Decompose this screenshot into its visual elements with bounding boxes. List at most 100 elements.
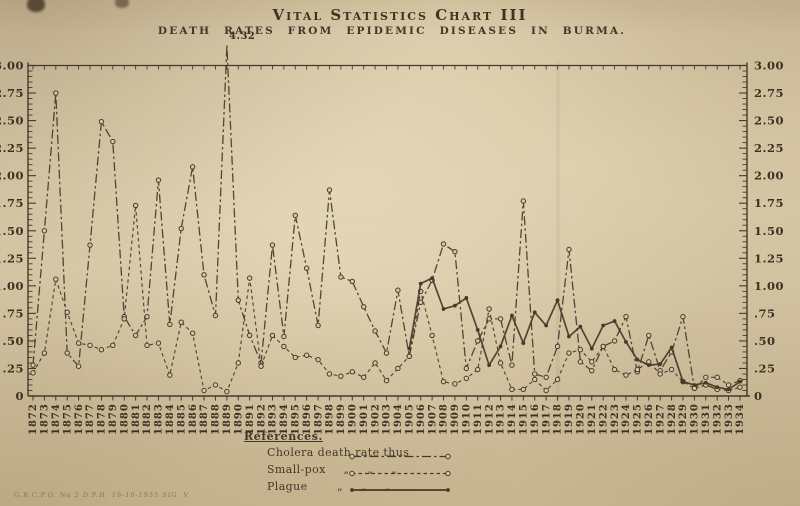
plague-data-point	[658, 362, 663, 366]
x-axis-year-label: 1887	[199, 403, 210, 435]
x-axis-year-label: 1928	[667, 403, 678, 435]
cholera-data-point	[520, 198, 527, 204]
x-axis-year-label: 1889	[222, 403, 233, 435]
x-axis-year-label: 1926	[644, 403, 655, 435]
x-axis-year-label: 1917	[541, 403, 552, 435]
small-pox-data-point	[64, 309, 70, 315]
cholera-data-point	[680, 313, 686, 320]
plague-series-line	[408, 276, 741, 391]
plague-data-point	[453, 303, 457, 308]
paper-smudge	[27, 0, 45, 12]
cholera-data-point	[75, 363, 82, 369]
small-pox-data-point	[53, 276, 59, 282]
legend-sample-marker-plague	[350, 488, 354, 492]
small-pox-data-point	[497, 360, 504, 366]
chart-title: Vital Statistics Chart III	[272, 6, 528, 24]
x-axis-year-label: 1924	[621, 403, 632, 435]
cholera-data-point	[383, 350, 390, 356]
y-axis-label-left: .50	[2, 334, 24, 348]
y-axis-label-right: 2.25	[754, 141, 784, 155]
small-pox-data-point	[383, 377, 390, 384]
x-axis-year-label: 1876	[74, 403, 85, 435]
cholera-data-point	[589, 367, 595, 374]
cholera-data-point	[292, 212, 298, 219]
small-pox-data-point	[201, 387, 207, 394]
small-pox-data-point	[110, 342, 116, 349]
y-axis-label-right: 1.25	[754, 251, 784, 265]
x-axis-year-label: 1872	[28, 403, 39, 435]
small-pox-data-point	[155, 340, 162, 346]
y-axis-label-right: .25	[754, 361, 776, 375]
x-axis-year-label: 1883	[154, 403, 165, 435]
y-axis-label-left: 1.25	[0, 251, 24, 265]
y-axis-label-right: .50	[754, 334, 776, 348]
print-reference-code: G.B.C.P.O. No 2 D.P.H. 19-10-1935 SIG. V	[13, 491, 190, 499]
x-axis-year-label: 1886	[188, 403, 199, 435]
x-axis-year-label: 1878	[97, 403, 108, 435]
x-axis-year-label: 1906	[416, 403, 427, 435]
small-pox-data-point	[623, 372, 629, 378]
cholera-data-point	[87, 242, 93, 248]
cholera-data-point	[440, 241, 447, 247]
cholera-data-point	[577, 359, 584, 365]
plague-data-point	[441, 307, 446, 311]
plague-data-point	[635, 357, 640, 362]
x-axis-year-label: 1911	[473, 403, 484, 435]
small-pox-data-point	[486, 306, 492, 312]
cholera-data-point	[235, 297, 241, 303]
cholera-data-point	[497, 316, 504, 322]
small-pox-data-point	[577, 347, 584, 353]
y-axis-label-left: 2.25	[0, 141, 24, 155]
x-axis-year-label: 1902	[370, 403, 381, 435]
y-axis-label-right: 1.00	[754, 279, 784, 293]
x-axis-year-label: 1884	[165, 403, 176, 435]
x-axis-year-label: 1881	[131, 403, 142, 435]
small-pox-data-point	[144, 342, 150, 349]
x-axis-year-label: 1922	[598, 403, 609, 435]
x-axis-year-label: 1894	[279, 403, 290, 435]
cholera-data-point	[532, 371, 538, 377]
plague-data-point	[646, 363, 651, 368]
small-pox-data-point	[475, 366, 481, 373]
small-pox-data-point	[372, 360, 378, 366]
small-pox-data-point	[463, 375, 470, 382]
x-axis-year-label: 1907	[427, 403, 438, 435]
cholera-data-point	[737, 384, 743, 390]
plague-data-point	[555, 298, 560, 303]
x-axis-year-label: 1910	[462, 403, 473, 435]
small-pox-data-point	[440, 378, 447, 385]
x-axis-year-label: 1920	[576, 403, 587, 435]
small-pox-data-point	[326, 371, 333, 377]
small-pox-data-point	[224, 388, 230, 395]
cholera-data-point	[452, 248, 458, 255]
y-axis-label-left: 1.50	[0, 224, 24, 238]
small-pox-data-point	[703, 374, 709, 380]
small-pox-data-point	[338, 373, 344, 379]
small-pox-data-point	[429, 332, 435, 339]
x-axis-year-label: 1874	[51, 403, 62, 435]
cholera-data-point	[315, 322, 321, 329]
small-pox-data-point	[132, 202, 139, 209]
off-scale-peak-annotation: 4.32	[229, 31, 256, 42]
plague-data-point	[624, 340, 628, 344]
cholera-data-point	[178, 225, 184, 232]
legend: References. Cholera death rate thus Smal…	[244, 430, 409, 497]
x-axis-year-label: 1931	[701, 403, 712, 435]
cholera-data-point	[269, 242, 276, 248]
y-axis-label-left: 2.00	[0, 169, 24, 183]
y-axis-label-right: 2.75	[754, 86, 784, 100]
y-axis-label-right: 0	[754, 389, 763, 403]
cholera-data-point	[395, 287, 401, 293]
cholera-data-point	[64, 350, 70, 356]
x-axis-year-label: 1899	[336, 403, 347, 435]
cholera-data-point	[554, 343, 561, 350]
small-pox-data-point	[611, 366, 618, 373]
small-pox-data-point	[395, 365, 401, 372]
small-pox-data-point	[212, 382, 219, 388]
cholera-data-point	[155, 177, 162, 183]
small-pox-data-point	[189, 330, 196, 336]
small-pox-data-point	[303, 352, 310, 358]
small-pox-data-point	[246, 275, 253, 281]
legend-label-plague: Plague „ „ „	[267, 480, 391, 493]
